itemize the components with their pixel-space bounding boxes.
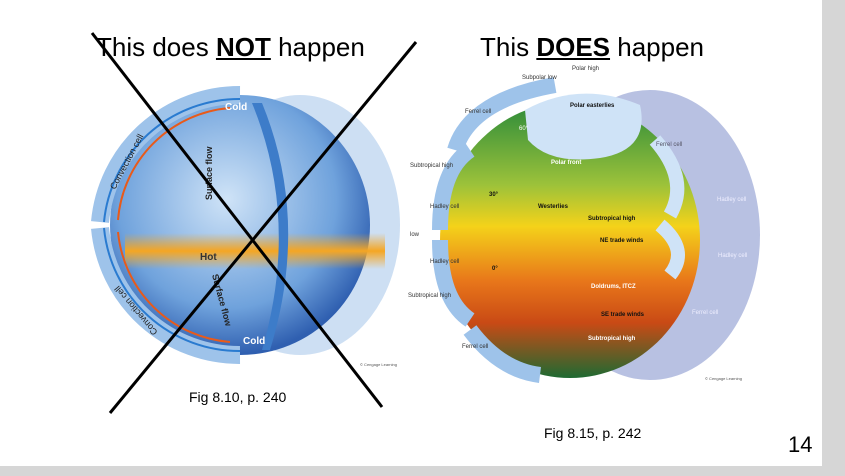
label-low: low [410,232,420,238]
label-credit: © Cengage Learning [705,376,742,381]
right-globe-diagram: Polar high Subpolar low Polar easterlies… [408,66,760,383]
label-polar-front: Polar front [551,160,581,166]
label-subtropical-high-l2: Subtropical high [408,293,451,299]
label-hadley-r2: Hadley cell [718,253,747,259]
label-doldrums: Doldrums, ITCZ [591,284,636,290]
label-lat0: 0° [492,266,498,272]
label-lat30: 30° [489,192,499,198]
label-polar-high: Polar high [572,66,599,72]
label-lat60: 60° [519,126,529,132]
label-subtropical-high-s: Subtropical high [588,336,636,342]
label-hadley-l1: Hadley cell [430,204,459,210]
label-polar-easterlies: Polar easterlies [570,103,615,109]
label-ne-trade: NE trade winds [600,238,644,244]
left-title: This does NOT happen [96,32,365,63]
label-ferrel-tl: Ferrel cell [465,109,491,115]
label-se-trade: SE trade winds [601,312,645,318]
label-bold: DOES [536,32,611,62]
label-hadley-r1: Hadley cell [717,197,746,203]
slide: This does NOT happen This DOES happen [0,0,822,466]
label-bold: NOT [215,32,271,62]
label-ferrel-br: Ferrel cell [692,310,718,316]
right-title: This DOES happen [480,32,704,63]
label-cold-top: Cold [225,102,247,113]
label-cold-bottom: Cold [243,336,265,347]
label-subtropical-high-n: Subtropical high [588,216,636,222]
left-globe-diagram: Cold Cold Hot Surface flow Surface flow … [90,32,418,414]
page-number: 14 [788,432,813,457]
label-subtropical-high-l: Subtropical high [410,163,453,169]
label-post: happen [610,32,705,62]
label-ferrel-tr: Ferrel cell [656,142,682,148]
label-hot: Hot [200,252,217,263]
label-westerlies: Westerlies [538,204,569,210]
cross-line-1 [90,32,384,408]
label-post: happen [270,32,365,62]
left-caption: Fig 8.10, p. 240 [189,389,287,405]
left-credit: © Cengage Learning [360,362,397,367]
label-pre: This does [96,32,216,62]
cross-line-2 [108,41,418,414]
figures: Cold Cold Hot Surface flow Surface flow … [90,32,760,414]
right-caption: Fig 8.15, p. 242 [544,425,642,441]
label-hadley-l2: Hadley cell [430,259,459,265]
label-ferrel-bl: Ferrel cell [462,344,488,350]
label-subpolar-low: Subpolar low [522,75,557,81]
label-pre: This [480,32,537,62]
label-surface-flow-top: Surface flow [204,145,214,200]
